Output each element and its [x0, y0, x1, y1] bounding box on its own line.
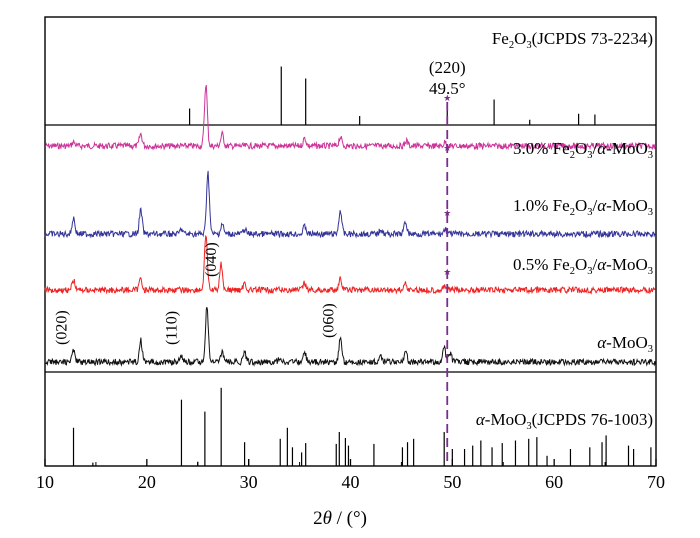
series-label-1: 1.0% Fe2O3/α-MoO3 — [513, 196, 653, 218]
series-trace-0 — [44, 84, 656, 151]
reference-star: ★ — [443, 208, 451, 218]
x-axis-ticks: 10 20 30 40 50 60 70 — [36, 459, 665, 492]
plot-frame — [44, 16, 657, 467]
peak-annotation-2: (020) — [54, 310, 71, 345]
series-trace-3 — [44, 307, 656, 367]
diffraction-traces — [44, 84, 656, 367]
x-tick-label: 20 — [138, 472, 156, 492]
peak-annotation-1: 49.5° — [429, 79, 466, 98]
peak-annotation-3: (110) — [163, 311, 180, 345]
reference-line: ★ ★ ★ ★ — [443, 93, 451, 466]
peak-annotation-4: (040) — [203, 242, 220, 277]
series-label-0: 3.0% Fe2O3/α-MoO3 — [513, 139, 653, 161]
panel-label-fe2o3-ref: Fe2O3(JCPDS 73-2234) — [492, 29, 653, 51]
reference-star: ★ — [443, 267, 451, 277]
x-tick-label: 40 — [342, 472, 360, 492]
reference-sticks — [72, 66, 652, 466]
reference-star: ★ — [443, 143, 451, 153]
series-trace-2 — [44, 234, 656, 295]
x-tick-label: 10 — [36, 472, 54, 492]
series-trace-1 — [44, 170, 656, 239]
peak-annotation-5: (060) — [320, 303, 337, 338]
panel-label-moo3-ref: α-MoO3(JCPDS 76-1003) — [476, 410, 653, 432]
chart-labels: Fe2O3(JCPDS 73-2234) α-MoO3(JCPDS 76-1003… — [54, 29, 653, 432]
x-axis-label: 2θ / (°) — [313, 508, 367, 529]
series-label-2: 0.5% Fe2O3/α-MoO3 — [513, 255, 653, 277]
x-tick-label: 50 — [443, 472, 461, 492]
x-tick-label: 60 — [545, 472, 563, 492]
x-tick-label: 30 — [240, 472, 258, 492]
series-label-3: α-MoO3 — [597, 333, 653, 355]
x-tick-label: 70 — [647, 472, 665, 492]
reference-star: ★ — [443, 93, 451, 103]
plot-border — [44, 16, 657, 467]
peak-annotation-0: (220) — [429, 58, 466, 77]
